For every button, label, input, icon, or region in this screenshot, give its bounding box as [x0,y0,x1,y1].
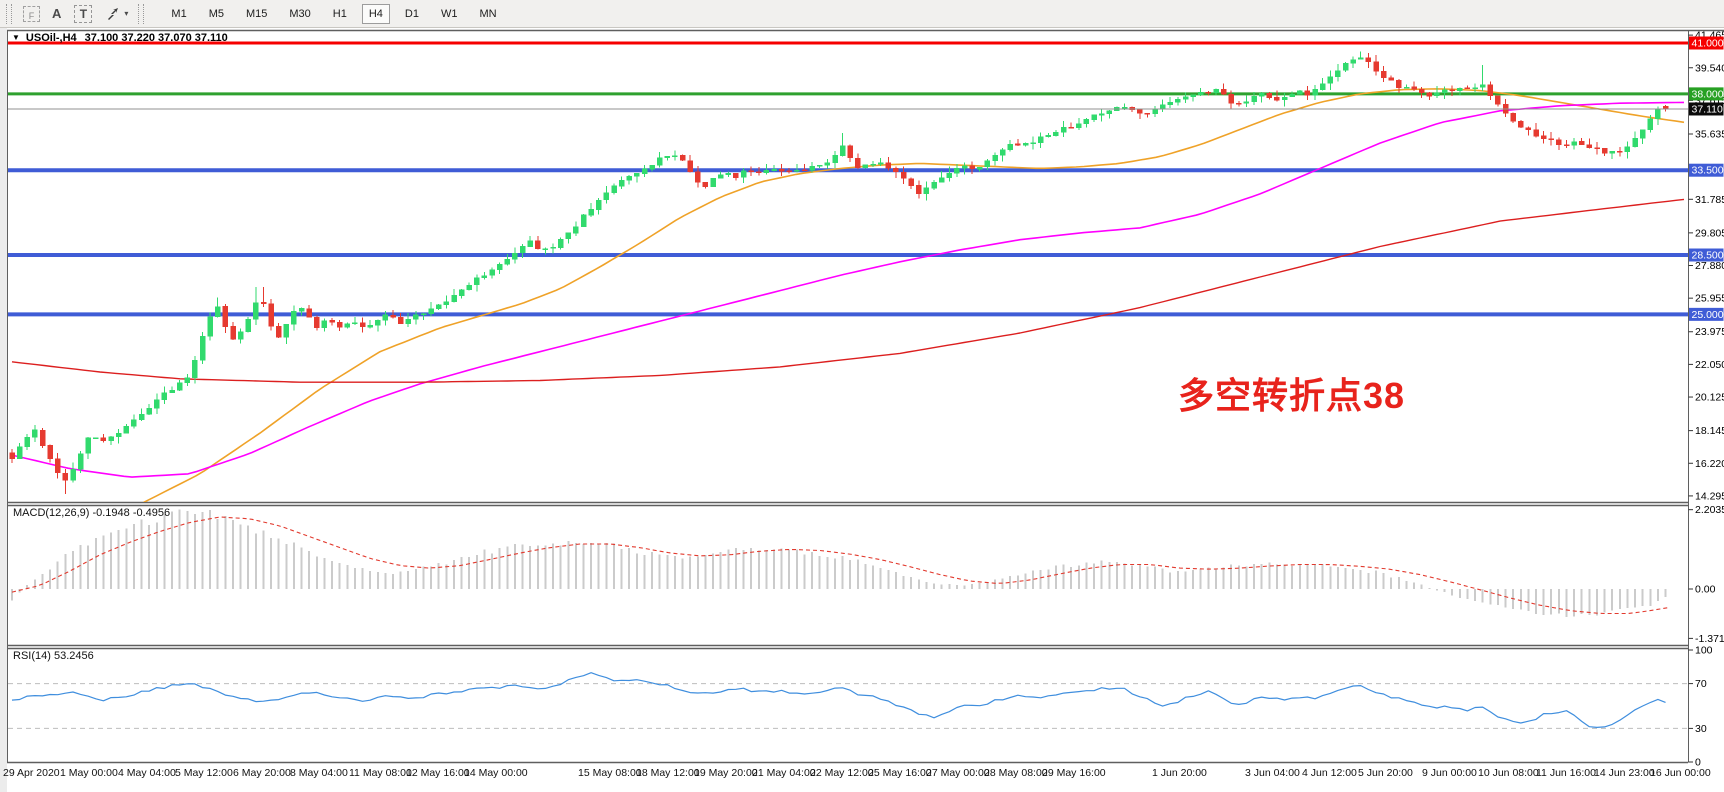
rsi-tick-label: 30 [1695,723,1707,735]
time-axis-label: 1 May 00:00 [60,767,118,779]
macd-signal-line [11,516,1669,615]
timeframe-button-w1[interactable]: W1 [434,4,465,24]
time-axis-label: 18 May 12:00 [636,767,700,779]
macd-plot [11,509,1669,618]
dropdown-caret-icon[interactable]: ▾ [124,9,129,18]
macd-histogram [11,509,1667,618]
rsi-tick-label: 0 [1695,757,1701,769]
time-axis-label: 19 May 20:00 [694,767,758,779]
timeframe-button-d1[interactable]: D1 [398,4,426,24]
svg-text:38.000: 38.000 [1692,88,1724,100]
timeframe-button-m1[interactable]: M1 [164,4,193,24]
rsi-plot [8,672,1688,729]
time-axis-label: 21 May 04:00 [752,767,816,779]
symbol-period-label: USOil-,H4 [25,32,77,44]
fast-ma-line [142,88,1685,502]
main-toolbar: F A T ▾ M1 M5 M15 M30 H1 H4 D1 W1 MN [0,0,1724,28]
timeframe-button-m30[interactable]: M30 [282,4,317,24]
rsi-label: RSI(14) 53.2456 [13,650,94,662]
time-axis-label: 9 Jun 00:00 [1422,767,1477,779]
timeframe-button-m15[interactable]: M15 [239,4,274,24]
svg-text:37.110: 37.110 [1692,103,1723,115]
time-axis-label: 25 May 16:00 [868,767,932,779]
price-line-label [1689,36,1724,50]
fibonacci-icon: F [28,10,35,21]
macd-tick-label: 0.00 [1695,584,1716,596]
time-axis-label: 12 May 16:00 [406,767,470,779]
time-axis-label: 22 May 12:00 [810,767,874,779]
toolbar-grip[interactable] [138,3,145,24]
price-tick-label: 16.220 [1695,458,1724,470]
candlesticks [9,51,1669,495]
macd-tick-label: 2.2035 [1695,504,1724,516]
macd-tick-label: -1.3718 [1695,633,1724,645]
time-axis-label: 1 Jun 20:00 [1152,767,1207,779]
time-axis-label: 11 May 08:00 [349,767,412,779]
time-axis-label: 10 Jun 08:00 [1478,767,1539,779]
time-axis-label: 14 Jun 23:00 [1594,767,1655,779]
macd-label: MACD(12,26,9) -0.1948 -0.4956 [13,507,171,519]
price-tick-label: 25.955 [1695,293,1724,305]
price-tick-label: 20.125 [1695,392,1724,404]
toolbar-grip[interactable] [6,3,12,24]
timeframe-button-h4[interactable]: H4 [361,3,390,24]
time-axis-label: 29 May 16:00 [1042,767,1106,779]
timeframe-button-mn[interactable]: MN [472,4,503,24]
time-axis-label: 6 May 20:00 [233,767,291,779]
main-chart-plot [8,41,1688,502]
price-tick-label: 23.975 [1695,326,1724,338]
rsi-tick-label: 100 [1695,645,1713,657]
time-axis-label: 4 May 04:00 [118,767,176,779]
text-tool-button[interactable]: T [74,4,93,23]
ohlc-label: 37.100 37.220 37.070 37.110 [84,32,228,44]
time-axis-label: 14 May 00:00 [464,767,528,779]
svg-text:25.000: 25.000 [1692,309,1724,321]
price-tick-label: 31.785 [1695,194,1724,206]
svg-text:33.500: 33.500 [1692,165,1724,177]
arrows-tool-button[interactable]: ▾ [106,7,128,21]
price-tick-label: 29.805 [1695,227,1724,239]
time-axis-label: 15 May 08:00 [578,767,642,779]
timeframe-toolbar: M1 M5 M15 M30 H1 H4 D1 W1 MN [160,3,507,24]
price-line-label [1689,248,1724,262]
fibonacci-tool-button[interactable]: F [23,5,40,22]
price-tick-label: 18.145 [1695,425,1724,437]
time-axis-label: 11 Jun 16:00 [1536,767,1596,779]
medium-ma-line [11,101,1685,478]
price-tick-label: 27.880 [1695,260,1724,272]
price-line-label [1689,87,1724,101]
arrows-icon [108,7,119,20]
svg-text:41.000: 41.000 [1692,38,1724,50]
chart-canvas[interactable]: 41.46539.54037.61535.63531.78529.80527.8… [0,28,1724,792]
time-axis-label: 16 Jun 00:00 [1650,767,1711,779]
price-line-label [1689,102,1724,116]
price-line-label [1689,307,1724,321]
chart-annotation: 多空转折点38 [1178,375,1406,416]
time-axis-label: 4 Jun 12:00 [1302,767,1357,779]
time-axis-label: 28 May 08:00 [984,767,1048,779]
price-tick-label: 14.295 [1695,490,1724,502]
time-axis-label: 5 Jun 20:00 [1358,767,1413,779]
text-label-tool-button[interactable]: A [52,6,62,21]
time-axis-label: 5 May 12:00 [175,767,233,779]
timeframe-button-h1[interactable]: H1 [326,4,354,24]
price-tick-label: 39.540 [1695,62,1724,74]
svg-text:28.500: 28.500 [1692,250,1724,262]
price-line-label [1689,163,1724,177]
rsi-line [11,672,1666,729]
time-axis[interactable]: 29 Apr 2020 1 May 00:00 4 May 04:00 5 May 1… [0,764,1724,792]
price-tick-label: 22.050 [1695,359,1724,371]
chart-title: ▼ USOil-,H4 37.100 37.220 37.070 37.110 [12,32,228,44]
time-axis-label: 29 Apr 2020 [3,767,60,779]
timeframe-button-m5[interactable]: M5 [202,4,231,24]
slow-ma-line [11,198,1685,383]
price-tick-label: 35.635 [1695,128,1724,140]
time-axis-label: 8 May 04:00 [290,767,348,779]
time-axis-label: 3 Jun 04:00 [1245,767,1300,779]
symbol-dropdown-icon[interactable]: ▼ [12,33,20,42]
rsi-tick-label: 70 [1695,678,1707,690]
time-axis-label: 27 May 00:00 [926,767,990,779]
chart-window[interactable]: 41.465 39.540 37.615 35.635 31.785 29.805 27.8… [0,28,1724,792]
